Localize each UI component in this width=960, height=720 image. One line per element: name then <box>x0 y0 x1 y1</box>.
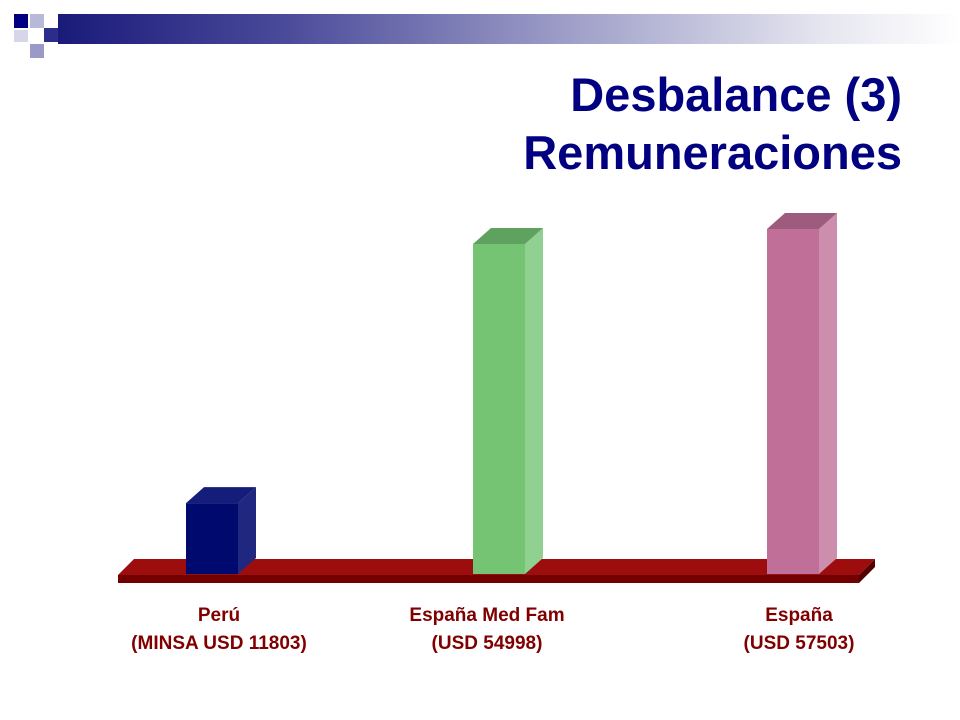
bar-1 <box>473 228 543 574</box>
bar-0-front <box>186 503 238 574</box>
bar-0-top <box>186 487 256 504</box>
bar-2-front <box>767 228 819 574</box>
decor-square-light <box>14 30 28 42</box>
bar-1-top <box>473 228 543 245</box>
category-label-espana-med-fam: España Med Fam (USD 54998) <box>347 602 627 658</box>
bar-0 <box>186 487 256 574</box>
category-label-peru-line2: (MINSA USD 11803) <box>131 633 307 654</box>
bar-1-side <box>525 228 543 574</box>
title-line-2: Remuneraciones <box>523 126 902 179</box>
bar-2-side <box>819 212 837 574</box>
bar-0-side <box>238 487 256 574</box>
category-label-espana: España (USD 57503) <box>659 602 939 658</box>
decor-square-navy-small <box>44 28 58 42</box>
category-label-espana-med-fam-line1: España Med Fam <box>409 605 565 626</box>
category-label-espana-line2: (USD 57503) <box>743 633 855 654</box>
slide-title: Desbalance (3) Remuneraciones <box>523 66 902 182</box>
header-gradient-band <box>58 14 960 44</box>
bar-1-front <box>473 244 525 574</box>
floor-front <box>118 575 859 583</box>
decor-square-lavender-small <box>30 44 44 58</box>
decor-square-navy <box>14 14 28 28</box>
category-label-espana-med-fam-line2: (USD 54998) <box>431 633 543 654</box>
category-label-peru-line1: Perú <box>197 605 241 626</box>
title-line-1: Desbalance (3) <box>570 68 902 121</box>
bar-2-top <box>767 212 837 229</box>
bar-2 <box>767 212 837 574</box>
chart-bars <box>186 212 837 574</box>
floor-side <box>859 559 875 583</box>
decor-square-lavender <box>30 14 44 28</box>
category-label-espana-line1: España <box>765 605 833 626</box>
category-label-peru: Perú (MINSA USD 11803) <box>79 602 359 658</box>
